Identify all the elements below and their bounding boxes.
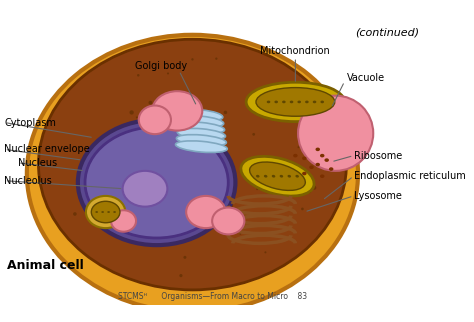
Ellipse shape bbox=[229, 204, 233, 208]
Text: (continued): (continued) bbox=[355, 28, 419, 38]
Ellipse shape bbox=[111, 210, 136, 232]
Ellipse shape bbox=[252, 133, 255, 136]
Text: Golgi body: Golgi body bbox=[135, 61, 187, 71]
Ellipse shape bbox=[256, 188, 258, 190]
Ellipse shape bbox=[279, 88, 282, 91]
Ellipse shape bbox=[177, 128, 226, 140]
Ellipse shape bbox=[107, 211, 110, 213]
Text: Nuclear envelope: Nuclear envelope bbox=[4, 144, 90, 154]
Ellipse shape bbox=[246, 82, 345, 122]
Ellipse shape bbox=[256, 88, 335, 116]
Ellipse shape bbox=[328, 141, 330, 143]
Text: Animal cell: Animal cell bbox=[7, 259, 84, 272]
Text: Cytoplasm: Cytoplasm bbox=[4, 118, 56, 128]
Ellipse shape bbox=[272, 175, 275, 178]
Text: Nucleolus: Nucleolus bbox=[4, 176, 52, 186]
Text: Lysosome: Lysosome bbox=[354, 191, 401, 201]
Ellipse shape bbox=[161, 111, 163, 114]
Ellipse shape bbox=[295, 175, 299, 178]
Ellipse shape bbox=[146, 106, 149, 109]
Ellipse shape bbox=[301, 208, 304, 210]
Ellipse shape bbox=[250, 162, 305, 190]
Ellipse shape bbox=[73, 212, 77, 216]
Ellipse shape bbox=[288, 175, 291, 178]
Ellipse shape bbox=[293, 103, 295, 105]
Ellipse shape bbox=[123, 171, 167, 207]
Ellipse shape bbox=[191, 58, 194, 61]
Ellipse shape bbox=[27, 35, 358, 312]
Ellipse shape bbox=[236, 209, 238, 211]
Ellipse shape bbox=[320, 100, 324, 103]
Text: Mitochondrion: Mitochondrion bbox=[261, 46, 330, 56]
Ellipse shape bbox=[136, 117, 138, 118]
Ellipse shape bbox=[215, 57, 218, 60]
Ellipse shape bbox=[212, 208, 245, 234]
Ellipse shape bbox=[320, 154, 325, 157]
Ellipse shape bbox=[137, 74, 139, 77]
Ellipse shape bbox=[101, 211, 104, 213]
Text: Endoplasmic reticulum: Endoplasmic reticulum bbox=[354, 171, 465, 181]
Ellipse shape bbox=[241, 156, 314, 196]
Ellipse shape bbox=[298, 146, 300, 148]
Ellipse shape bbox=[290, 100, 293, 103]
Ellipse shape bbox=[179, 116, 224, 127]
Ellipse shape bbox=[313, 100, 316, 103]
Ellipse shape bbox=[224, 111, 227, 114]
Ellipse shape bbox=[297, 100, 301, 103]
Ellipse shape bbox=[180, 110, 223, 121]
Ellipse shape bbox=[239, 233, 241, 235]
Ellipse shape bbox=[316, 163, 320, 166]
Text: Ribosome: Ribosome bbox=[354, 151, 402, 161]
Ellipse shape bbox=[256, 175, 260, 178]
Text: STCMSᴴ      Organisms—From Macro to Micro    83: STCMSᴴ Organisms—From Macro to Micro 83 bbox=[118, 292, 307, 301]
Ellipse shape bbox=[312, 186, 316, 190]
Ellipse shape bbox=[85, 127, 228, 238]
Ellipse shape bbox=[139, 106, 171, 134]
Ellipse shape bbox=[305, 100, 309, 103]
Ellipse shape bbox=[91, 201, 120, 223]
Ellipse shape bbox=[186, 196, 226, 228]
Ellipse shape bbox=[274, 100, 278, 103]
Ellipse shape bbox=[86, 196, 125, 228]
Ellipse shape bbox=[264, 251, 266, 253]
Ellipse shape bbox=[329, 167, 333, 171]
Ellipse shape bbox=[175, 141, 227, 153]
Ellipse shape bbox=[78, 120, 236, 245]
Ellipse shape bbox=[176, 135, 227, 146]
Ellipse shape bbox=[280, 175, 283, 178]
Ellipse shape bbox=[113, 211, 116, 213]
Ellipse shape bbox=[302, 172, 307, 175]
Ellipse shape bbox=[95, 211, 98, 213]
Ellipse shape bbox=[267, 100, 270, 103]
Ellipse shape bbox=[325, 158, 329, 162]
Ellipse shape bbox=[152, 91, 202, 130]
Ellipse shape bbox=[264, 175, 267, 178]
Ellipse shape bbox=[293, 154, 298, 157]
Ellipse shape bbox=[179, 274, 182, 277]
Ellipse shape bbox=[129, 110, 134, 115]
Text: Nucleus: Nucleus bbox=[18, 158, 57, 168]
Ellipse shape bbox=[148, 101, 152, 105]
Ellipse shape bbox=[302, 156, 307, 160]
Ellipse shape bbox=[278, 170, 283, 175]
Ellipse shape bbox=[307, 189, 311, 193]
Ellipse shape bbox=[309, 166, 314, 169]
Ellipse shape bbox=[178, 122, 225, 134]
Ellipse shape bbox=[282, 100, 286, 103]
Ellipse shape bbox=[256, 174, 259, 176]
Ellipse shape bbox=[298, 96, 373, 171]
Text: Vacuole: Vacuole bbox=[347, 73, 385, 83]
Ellipse shape bbox=[38, 39, 346, 290]
Ellipse shape bbox=[183, 256, 186, 259]
Ellipse shape bbox=[316, 147, 320, 151]
Ellipse shape bbox=[320, 175, 325, 178]
Ellipse shape bbox=[167, 72, 169, 74]
